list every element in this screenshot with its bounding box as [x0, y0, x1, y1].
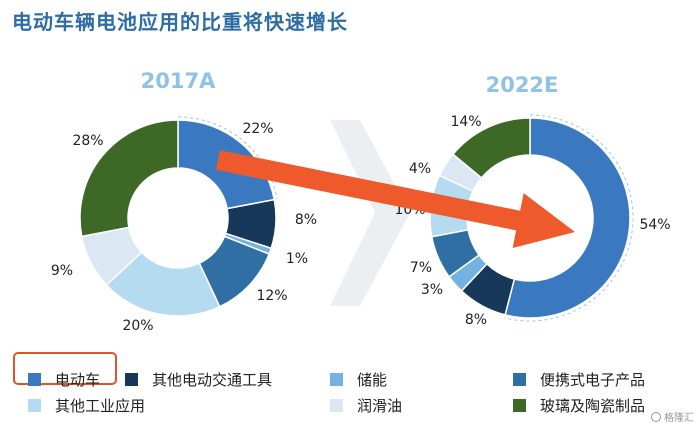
legend-swatch [28, 372, 41, 386]
legend-item-other-ev: 其他电动交通工具 [125, 368, 272, 390]
data-label: 8% [295, 212, 317, 228]
watermark-logo-icon [651, 411, 661, 422]
page-title: 电动车辆电池应用的比重将快速增长 [12, 10, 348, 34]
legend-label: 润滑油 [357, 396, 403, 415]
legend-label: 玻璃及陶瓷制品 [540, 396, 646, 415]
data-label: 1% [286, 251, 308, 267]
watermark-text: 格隆汇 [664, 413, 694, 424]
legend-label: 电动车 [55, 370, 101, 389]
ev-slice-outline [504, 114, 634, 322]
growth-arrow [216, 150, 575, 248]
legend-item-portable: 便携式电子产品 [513, 368, 645, 390]
backdrop-chevron [330, 120, 410, 306]
legend-swatch [513, 372, 526, 386]
data-label: 3% [421, 282, 443, 298]
legend-label: 其他工业应用 [55, 396, 146, 415]
data-label: 4% [409, 161, 431, 177]
data-label: 20% [122, 318, 153, 334]
chart-title: 2022E [486, 73, 559, 97]
legend-swatch [125, 372, 138, 386]
legend-swatch [28, 398, 41, 412]
donut-slice [504, 117, 631, 319]
data-label: 12% [256, 288, 287, 304]
watermark: 格隆汇 [651, 409, 694, 424]
legend-label: 便携式电子产品 [540, 370, 646, 389]
data-label: 14% [450, 114, 481, 130]
chart-title: 2017A [141, 69, 216, 93]
legend-swatch [330, 398, 343, 412]
legend-swatch [513, 398, 526, 412]
legend-label: 储能 [357, 370, 388, 389]
legend-item-storage: 储能 [330, 368, 387, 390]
legend-label: 其他电动交通工具 [152, 370, 273, 389]
legend-item-ev: 电动车 [28, 368, 100, 390]
data-label: 8% [465, 312, 487, 328]
data-label: 54% [639, 217, 670, 233]
data-label: 7% [410, 260, 432, 276]
donut-slice [79, 119, 179, 238]
legend: 电动车 其他电动交通工具 储能 便携式电子产品 其他工业应用 润滑油 玻璃及陶瓷… [0, 360, 700, 428]
legend-item-industrial: 其他工业应用 [28, 394, 145, 416]
ev-slice-outline [177, 116, 278, 200]
legend-highlight-box [13, 352, 117, 385]
legend-swatch [330, 372, 343, 386]
legend-item-lubricant: 润滑油 [330, 394, 402, 416]
legend-item-glass: 玻璃及陶瓷制品 [513, 394, 645, 416]
data-label: 9% [51, 263, 73, 279]
donut-slice [451, 117, 531, 179]
donut-charts: 2017A22%8%1%12%20%9%28%2022E54%8%3%7%10%… [51, 69, 671, 334]
data-label: 28% [72, 133, 103, 149]
data-label: 22% [242, 121, 273, 137]
